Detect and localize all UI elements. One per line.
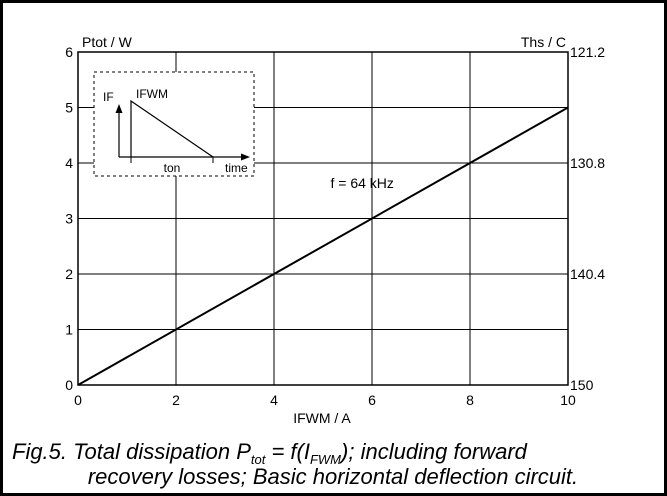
- y-tick-label-2: 2: [65, 266, 73, 282]
- x-tick-label-3: 6: [368, 392, 376, 408]
- y-axis-label: Ptot / W: [82, 34, 133, 50]
- caption-1b: = f(I: [265, 439, 310, 464]
- y2-tick-label-0: 150: [570, 377, 594, 393]
- inset-if-label: IF: [103, 90, 114, 104]
- x-tick-label-2: 4: [270, 392, 278, 408]
- y2-tick-label-3: 121.2: [570, 44, 605, 60]
- series-line-0: [77, 106, 569, 386]
- x-tick-labels: 0 2 4 6 8 10: [74, 392, 576, 408]
- caption-sub-fwm: FWM: [310, 452, 341, 467]
- y-tick-label-0: 0: [65, 377, 73, 393]
- x-tick-label-4: 8: [466, 392, 474, 408]
- plot-area-frame: [77, 51, 569, 386]
- inset-time-label: time: [225, 161, 248, 175]
- y-tick-labels: 0 1 2 3 4 5 6: [65, 44, 73, 393]
- y-tick-label-4: 4: [65, 155, 73, 171]
- y2-tick-label-1: 140.4: [570, 266, 605, 282]
- caption-sub-tot: tot: [251, 452, 267, 467]
- y2-tick-label-2: 130.8: [570, 155, 605, 171]
- caption-line-1: Fig.5. Total dissipation Ptot = f(IFWM);…: [12, 439, 528, 467]
- inset-current-pulse: [130, 99, 214, 158]
- x-tick-label-5: 10: [560, 392, 576, 408]
- y2-tick-labels: 150 140.4 130.8 121.2: [570, 44, 605, 393]
- x-tick-label-1: 2: [172, 392, 180, 408]
- series-group: [77, 106, 569, 386]
- inset-waveform: IF IFWM ton time: [93, 71, 255, 177]
- inset-y-arrow: [115, 104, 123, 113]
- caption-line-2: recovery losses; Basic horizontal deflec…: [88, 464, 578, 489]
- x-tick-label-0: 0: [74, 392, 82, 408]
- inset-ifwm-label: IFWM: [136, 87, 168, 101]
- y-tick-label-5: 5: [65, 100, 73, 116]
- caption-1c: ); including forward: [338, 439, 528, 464]
- y-tick-label-3: 3: [65, 211, 73, 227]
- y-tick-label-6: 6: [65, 44, 73, 60]
- caption-1a: Fig.5. Total dissipation P: [12, 439, 251, 464]
- frequency-annotation: f = 64 kHz: [330, 175, 393, 191]
- y2-axis-label: Ths / C: [521, 34, 566, 50]
- inset-ton-label: ton: [164, 161, 181, 175]
- y-tick-label-1: 1: [65, 322, 73, 338]
- inset-x-arrow: [241, 153, 250, 161]
- x-axis-label: IFWM / A: [293, 410, 351, 426]
- inset-frame: [93, 71, 255, 177]
